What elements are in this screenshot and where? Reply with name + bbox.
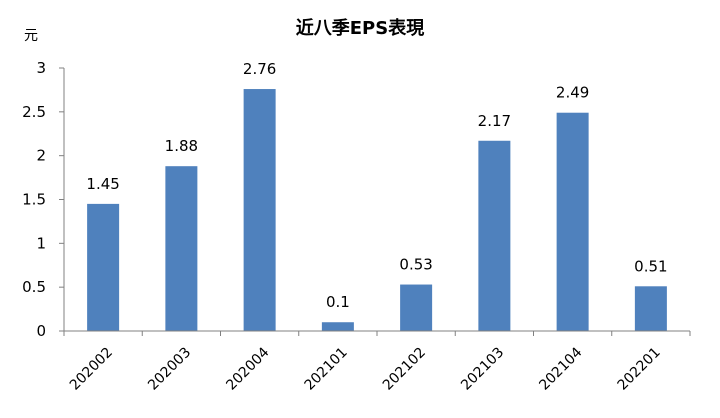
bar-202103: [478, 140, 511, 331]
data-label-202104: 2.49: [556, 84, 589, 102]
data-label-202002: 1.45: [86, 175, 119, 193]
bar-202101: [321, 322, 354, 331]
data-label-202201: 0.51: [634, 257, 667, 275]
bar-202002: [87, 203, 120, 331]
y-tick-label: 3: [36, 59, 46, 77]
y-tick-label: 0.5: [22, 278, 46, 296]
bar-202104: [556, 112, 589, 332]
x-tick-label-202104: 202104: [536, 344, 585, 393]
y-tick-label: 2: [36, 147, 46, 165]
x-tick-label-202002: 202002: [67, 345, 116, 394]
y-tick-label: 1: [36, 234, 46, 252]
x-axis: 202002 202003 202004 202101 202102 202103 2021…: [63, 330, 691, 394]
x-tick-label-202003: 202003: [145, 345, 194, 394]
x-tick-label-202101: 202101: [302, 345, 351, 394]
y-axis-unit-label: 元: [24, 28, 38, 44]
x-tick-label-202201: 202201: [615, 345, 664, 394]
bar-202004: [243, 89, 276, 331]
y-tick-label: 0: [36, 322, 46, 340]
bar-202201: [634, 286, 667, 331]
data-label-202103: 2.17: [478, 112, 511, 130]
bar-series: [87, 89, 667, 332]
data-label-202003: 1.88: [165, 137, 198, 155]
y-tick-label: 1.5: [22, 191, 46, 209]
bar-202003: [165, 166, 198, 331]
data-label-202101: 0.1: [326, 293, 350, 311]
y-tick-label: 2.5: [22, 103, 46, 121]
x-tick-label-202102: 202102: [380, 345, 429, 394]
data-label-202102: 0.53: [399, 256, 432, 274]
data-label-202004: 2.76: [243, 60, 276, 78]
bar-202102: [400, 284, 433, 331]
y-axis: 0 0.5 1 1.5 2 2.5 3: [22, 59, 65, 340]
x-tick-label-202004: 202004: [223, 344, 272, 393]
data-labels: 1.45 1.88 2.76 0.1 0.53 2.17 2.49 0.51: [86, 60, 667, 311]
chart-title: 近八季EPS表現: [296, 17, 424, 39]
x-tick-label-202103: 202103: [458, 345, 507, 394]
